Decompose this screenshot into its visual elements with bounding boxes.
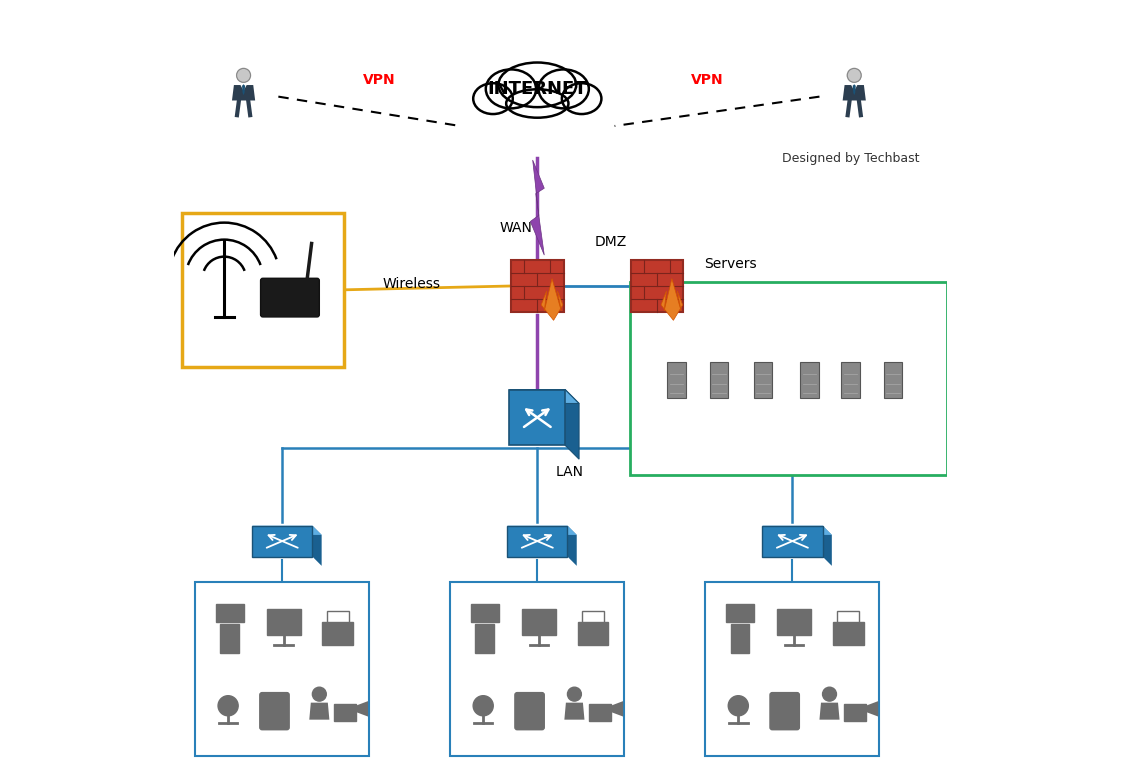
- Polygon shape: [819, 703, 840, 720]
- Polygon shape: [232, 85, 256, 100]
- FancyBboxPatch shape: [522, 609, 556, 635]
- Circle shape: [473, 696, 493, 716]
- Text: INTERNET: INTERNET: [488, 80, 587, 98]
- FancyBboxPatch shape: [631, 260, 684, 312]
- Polygon shape: [843, 85, 865, 100]
- FancyBboxPatch shape: [582, 611, 604, 622]
- FancyBboxPatch shape: [590, 704, 611, 721]
- FancyBboxPatch shape: [753, 363, 772, 398]
- FancyBboxPatch shape: [471, 604, 499, 622]
- FancyBboxPatch shape: [731, 624, 749, 653]
- FancyBboxPatch shape: [323, 622, 353, 645]
- Polygon shape: [541, 278, 563, 320]
- Polygon shape: [762, 526, 832, 535]
- Polygon shape: [865, 701, 878, 717]
- Polygon shape: [309, 703, 330, 720]
- Polygon shape: [851, 85, 858, 91]
- Polygon shape: [853, 84, 855, 95]
- FancyBboxPatch shape: [195, 582, 369, 756]
- Circle shape: [729, 696, 749, 716]
- FancyBboxPatch shape: [327, 611, 349, 622]
- FancyBboxPatch shape: [710, 363, 729, 398]
- Polygon shape: [567, 526, 576, 566]
- FancyBboxPatch shape: [334, 704, 355, 721]
- Text: LAN: LAN: [556, 465, 584, 478]
- FancyBboxPatch shape: [511, 260, 564, 312]
- Circle shape: [237, 69, 250, 83]
- FancyBboxPatch shape: [833, 622, 863, 645]
- FancyBboxPatch shape: [182, 213, 344, 367]
- FancyBboxPatch shape: [260, 693, 289, 730]
- FancyBboxPatch shape: [837, 611, 859, 622]
- FancyBboxPatch shape: [475, 624, 494, 653]
- Text: Servers: Servers: [704, 257, 757, 271]
- FancyBboxPatch shape: [509, 390, 565, 445]
- FancyBboxPatch shape: [252, 526, 313, 557]
- Circle shape: [823, 687, 836, 701]
- FancyBboxPatch shape: [221, 624, 239, 653]
- Polygon shape: [509, 390, 580, 404]
- Text: DMZ: DMZ: [594, 235, 627, 249]
- Text: WAN: WAN: [499, 221, 532, 235]
- Circle shape: [219, 696, 238, 716]
- Text: VPN: VPN: [362, 73, 396, 87]
- Text: VPN: VPN: [691, 73, 724, 87]
- Ellipse shape: [473, 83, 512, 114]
- FancyBboxPatch shape: [490, 100, 585, 123]
- Polygon shape: [313, 526, 322, 566]
- Polygon shape: [661, 278, 683, 320]
- FancyBboxPatch shape: [844, 704, 865, 721]
- Ellipse shape: [507, 90, 568, 117]
- Polygon shape: [565, 390, 580, 459]
- Text: Wireless: Wireless: [382, 277, 441, 291]
- FancyBboxPatch shape: [260, 278, 319, 317]
- Circle shape: [567, 687, 582, 701]
- Polygon shape: [564, 703, 584, 720]
- Polygon shape: [242, 84, 245, 95]
- FancyBboxPatch shape: [762, 526, 823, 557]
- Polygon shape: [611, 701, 623, 717]
- Text: Designed by Techbast: Designed by Techbast: [781, 152, 919, 165]
- Polygon shape: [823, 526, 832, 566]
- Polygon shape: [507, 526, 576, 535]
- FancyBboxPatch shape: [451, 582, 624, 756]
- FancyBboxPatch shape: [507, 526, 567, 557]
- FancyBboxPatch shape: [726, 604, 753, 622]
- FancyBboxPatch shape: [770, 693, 799, 730]
- Polygon shape: [355, 701, 368, 717]
- FancyBboxPatch shape: [630, 282, 947, 475]
- FancyBboxPatch shape: [577, 622, 609, 645]
- FancyBboxPatch shape: [515, 693, 545, 730]
- FancyBboxPatch shape: [883, 363, 902, 398]
- Polygon shape: [241, 85, 247, 91]
- Polygon shape: [252, 526, 322, 535]
- FancyBboxPatch shape: [705, 582, 879, 756]
- Ellipse shape: [538, 70, 589, 108]
- FancyBboxPatch shape: [267, 609, 300, 635]
- Ellipse shape: [499, 63, 576, 107]
- Circle shape: [847, 69, 861, 83]
- Circle shape: [313, 687, 326, 701]
- Ellipse shape: [485, 70, 536, 108]
- FancyBboxPatch shape: [841, 363, 860, 398]
- FancyBboxPatch shape: [777, 609, 810, 635]
- FancyBboxPatch shape: [215, 604, 243, 622]
- FancyBboxPatch shape: [667, 363, 686, 398]
- Polygon shape: [530, 160, 545, 255]
- FancyBboxPatch shape: [800, 363, 818, 398]
- Ellipse shape: [562, 83, 601, 114]
